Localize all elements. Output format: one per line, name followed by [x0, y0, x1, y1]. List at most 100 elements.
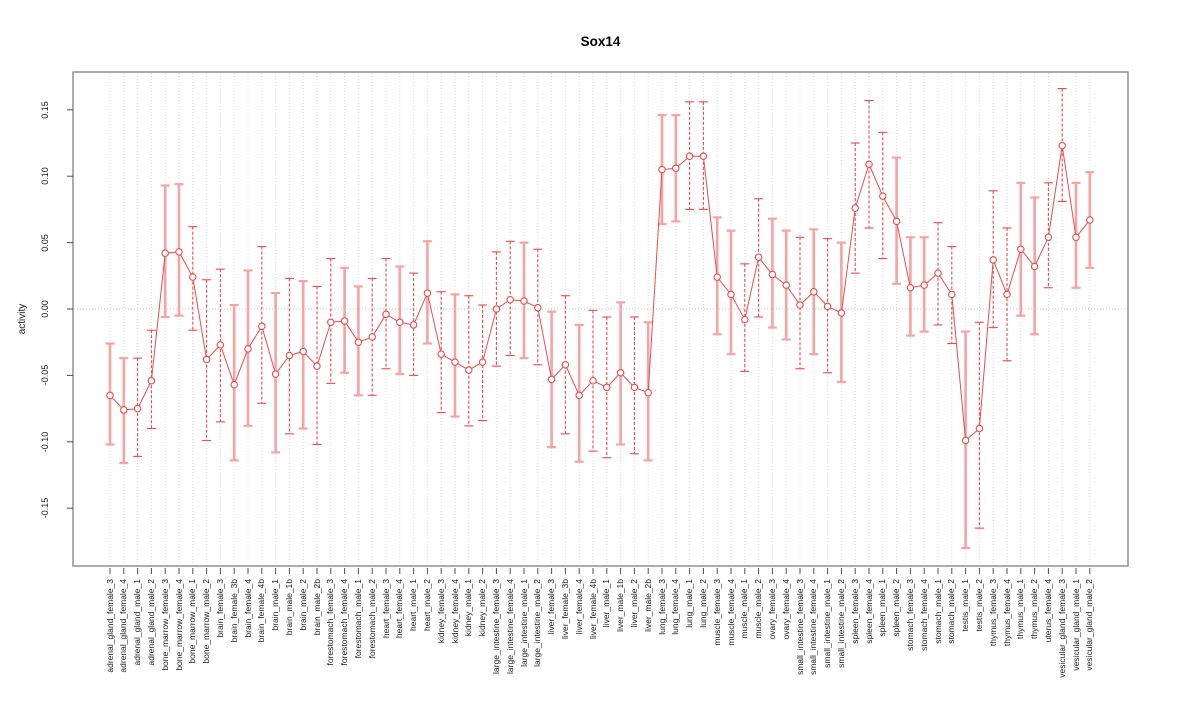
data-point	[313, 362, 321, 370]
data-point	[520, 297, 528, 305]
y-tick-label: 0.00	[40, 300, 50, 318]
x-tick-label: liver_male_1b	[615, 579, 626, 632]
data-point	[906, 284, 915, 292]
data-point	[258, 322, 266, 331]
data-point	[285, 351, 294, 360]
x-tick-label: thymus_female_3	[987, 579, 998, 647]
data-point	[616, 368, 625, 377]
data-point	[741, 315, 749, 324]
x-tick-label: bone_marrow_male_1	[187, 579, 198, 664]
x-tick-label: vesicular_gland_male_1	[1070, 579, 1081, 671]
data-point	[603, 383, 611, 392]
data-point	[810, 287, 818, 296]
data-point	[506, 295, 514, 304]
y-axis-label: activity	[17, 303, 28, 335]
data-point	[1030, 262, 1039, 271]
x-tick-label: muscle_male_1	[739, 579, 750, 639]
data-point	[120, 406, 128, 414]
x-tick-label: heart_male_1	[408, 579, 419, 631]
data-point	[699, 152, 708, 161]
x-tick-label: ovary_female_3	[766, 579, 777, 640]
x-tick-label: liver_female_3b	[559, 579, 570, 640]
data-point	[672, 164, 680, 172]
x-tick-label: kidney_female_3	[435, 579, 446, 644]
x-tick-label: brain_male_1	[270, 579, 281, 631]
y-tick-label: 0.10	[40, 167, 50, 185]
x-tick-label: liver_male_2	[628, 579, 639, 628]
data-point	[768, 270, 777, 279]
data-point	[948, 290, 956, 299]
data-point	[216, 341, 225, 349]
data-point	[465, 366, 473, 374]
data-point	[782, 281, 790, 289]
data-point	[271, 370, 280, 378]
x-tick-label: uterus_female_4	[1042, 579, 1053, 643]
y-tick-label: -0.10	[40, 431, 50, 453]
data-point	[754, 253, 763, 261]
data-point	[423, 289, 432, 297]
data-point	[630, 383, 639, 392]
x-tick-label: liver_female_4	[573, 579, 584, 635]
data-point	[1003, 290, 1011, 299]
data-point	[644, 388, 652, 397]
x-tick-label: adrenal_gland_female_3	[104, 579, 115, 673]
x-tick-label: brain_male_2b	[311, 579, 322, 636]
x-tick-label: brain_female_3	[214, 579, 225, 638]
data-point	[1044, 233, 1053, 242]
data-point	[561, 361, 570, 369]
data-point	[547, 375, 556, 384]
data-point	[396, 318, 404, 327]
x-tick-label: small_intestine_female_3	[794, 579, 805, 675]
x-tick-label: large_intestine_female_4	[504, 579, 515, 674]
x-tick-label: muscle_female_3	[711, 579, 722, 646]
data-point	[975, 424, 984, 433]
x-tick-label: vesicular_gland_female_3	[1056, 579, 1067, 678]
x-tick-label: forestomach_male_2	[366, 579, 377, 659]
x-tick-label: heart_female_3	[380, 579, 391, 639]
x-tick-label: vesicular_gland_male_2	[1084, 579, 1095, 671]
data-point	[147, 376, 156, 385]
data-point	[478, 358, 487, 366]
x-tick-label: brain_male_2	[297, 579, 308, 631]
x-tick-label: brain_female_4b	[256, 579, 267, 643]
x-tick-label: forestomach_female_4	[339, 579, 350, 666]
x-tick-label: thymus_female_4	[1001, 579, 1012, 647]
x-tick-label: bone_marrow_female_3	[159, 579, 170, 671]
x-tick-label: stomach_male_2	[946, 579, 957, 644]
x-tick-label: lung_female_3	[656, 579, 667, 635]
x-tick-label: kidney_male_1	[463, 579, 474, 637]
data-point	[133, 404, 142, 413]
data-point	[202, 355, 211, 364]
x-tick-label: thymus_male_2	[1029, 579, 1040, 640]
x-tick-label: liver_female_4b	[587, 579, 598, 640]
data-point	[934, 269, 942, 277]
data-point	[727, 290, 735, 299]
data-point	[1058, 141, 1066, 150]
x-tick-label: testis_male_2	[973, 579, 984, 632]
data-point	[451, 358, 459, 366]
x-tick-label: heart_female_4	[394, 579, 405, 639]
data-point	[589, 376, 597, 385]
data-point	[713, 273, 721, 281]
x-tick-label: stomach_male_1	[932, 579, 943, 644]
x-tick-label: kidney_female_4	[449, 579, 460, 644]
data-point	[382, 310, 390, 319]
x-tick-label: kidney_male_2	[477, 579, 488, 637]
data-point	[658, 165, 666, 174]
data-point	[879, 192, 887, 200]
x-tick-label: spleen_female_3	[849, 579, 860, 644]
data-point	[244, 345, 252, 353]
data-point	[534, 303, 542, 312]
x-tick-label: small_intestine_female_4	[808, 579, 819, 675]
chart-title: Sox14	[580, 34, 621, 49]
x-tick-label: stomach_female_3	[904, 579, 915, 651]
data-point	[354, 338, 363, 346]
x-tick-label: forestomach_male_1	[352, 579, 363, 659]
x-tick-label: stomach_female_4	[918, 579, 929, 651]
x-tick-label: brain_female_4	[242, 579, 253, 638]
x-tick-label: forestomach_female_3	[325, 579, 336, 666]
data-point	[437, 350, 445, 358]
x-tick-label: adrenal_gland_male_2	[145, 579, 156, 666]
data-point	[340, 317, 349, 325]
